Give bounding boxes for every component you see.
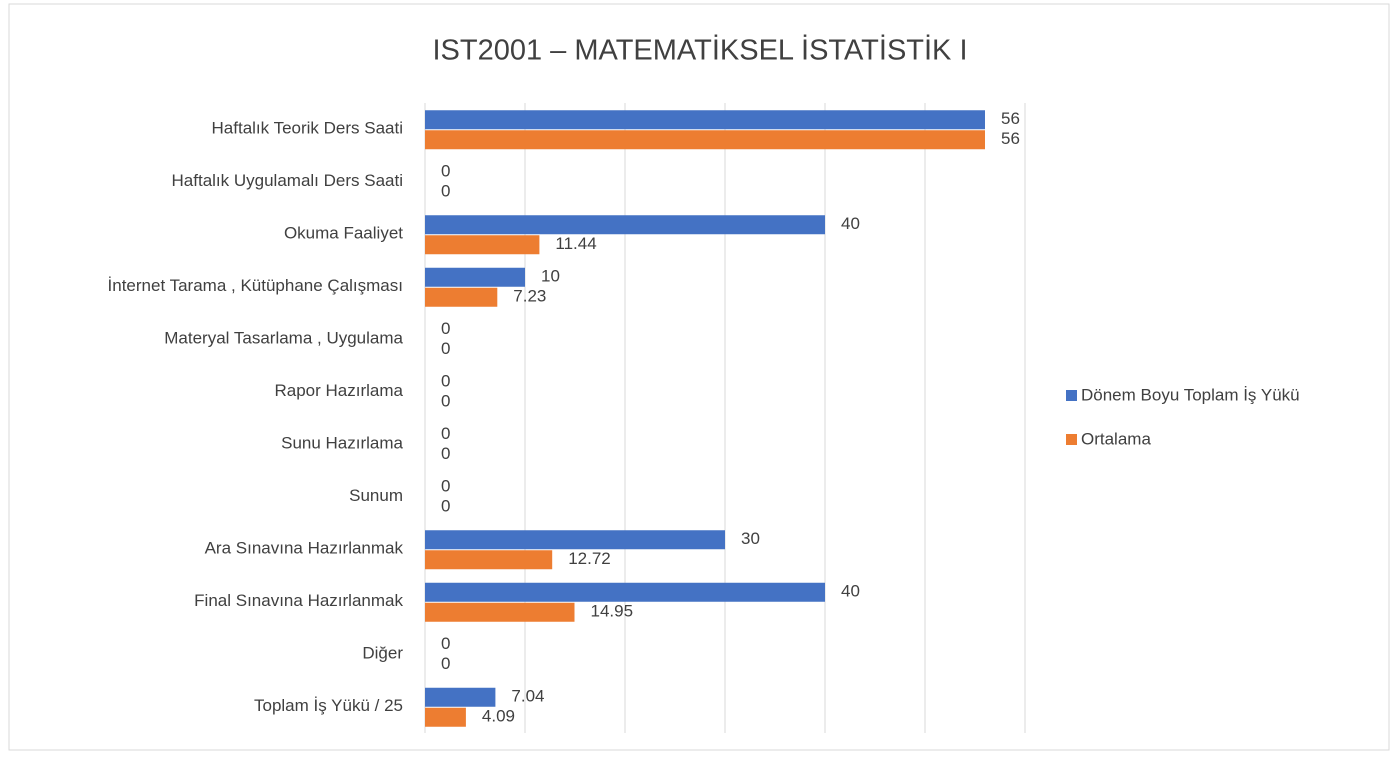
bar <box>425 287 498 307</box>
y-tick-label: İnternet Tarama , Kütüphane Çalışması <box>108 276 403 295</box>
y-tick-label: Haftalık Teorik Ders Saati <box>212 119 403 138</box>
data-label: 0 <box>441 162 450 181</box>
y-tick-label: Okuma Faaliyet <box>284 224 403 243</box>
y-tick-label: Toplam İş Yükü / 25 <box>254 696 403 715</box>
data-label: 7.23 <box>513 287 546 306</box>
legend-label: Ortalama <box>1081 429 1151 448</box>
legend-swatch <box>1066 434 1077 445</box>
data-label: 0 <box>441 654 450 673</box>
bar <box>425 215 825 235</box>
data-label: 30 <box>741 529 760 548</box>
y-tick-label: Sunum <box>349 486 403 505</box>
data-label: 0 <box>441 319 450 338</box>
chart-title: IST2001 – MATEMATİKSEL İSTATİSTİK I <box>432 34 967 67</box>
y-tick-label: Diğer <box>362 644 403 663</box>
y-tick-label: Final Sınavına Hazırlanmak <box>194 591 403 610</box>
bar <box>425 582 825 602</box>
legend-swatch <box>1066 390 1077 401</box>
data-label: 0 <box>441 182 450 201</box>
bar <box>425 235 540 255</box>
y-tick-label: Sunu Hazırlama <box>281 434 403 453</box>
y-tick-label: Ara Sınavına Hazırlanmak <box>205 539 404 558</box>
data-label: 0 <box>441 477 450 496</box>
data-label: 40 <box>841 214 860 233</box>
data-label: 4.09 <box>482 707 515 726</box>
bar <box>425 530 725 550</box>
data-label: 0 <box>441 339 450 358</box>
bar <box>425 267 525 287</box>
bar <box>425 550 553 570</box>
data-label: 0 <box>441 424 450 443</box>
data-label: 7.04 <box>511 687 544 706</box>
data-label: 14.95 <box>591 602 634 621</box>
data-label: 10 <box>541 267 560 286</box>
bar <box>425 707 466 727</box>
data-label: 56 <box>1001 129 1020 148</box>
y-tick-label: Haftalık Uygulamalı Ders Saati <box>172 171 403 190</box>
data-label: 0 <box>441 497 450 516</box>
bar <box>425 687 496 707</box>
bar <box>425 130 985 150</box>
data-label: 0 <box>441 372 450 391</box>
bar <box>425 602 575 622</box>
data-label: 11.44 <box>555 234 596 253</box>
y-tick-label: Materyal Tasarlama , Uygulama <box>164 329 403 348</box>
legend-label: Dönem Boyu Toplam İş Yükü <box>1081 385 1300 404</box>
data-label: 0 <box>441 444 450 463</box>
data-label: 40 <box>841 582 860 601</box>
data-label: 12.72 <box>568 549 611 568</box>
data-label: 56 <box>1001 109 1020 128</box>
data-label: 0 <box>441 634 450 653</box>
data-label: 0 <box>441 392 450 411</box>
bar <box>425 110 985 130</box>
y-tick-label: Rapor Hazırlama <box>275 381 404 400</box>
